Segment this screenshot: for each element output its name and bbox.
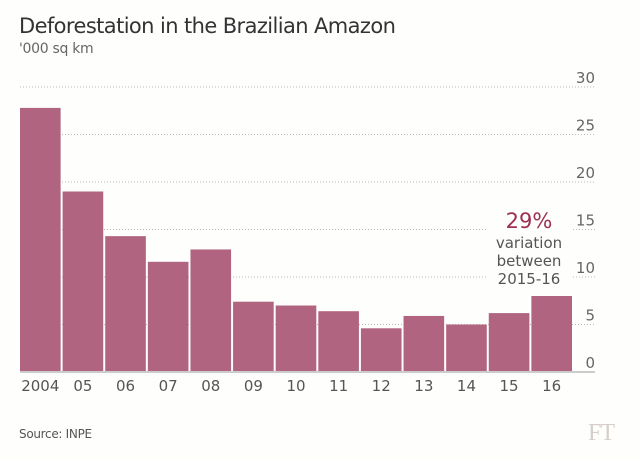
bar-06 (105, 236, 146, 372)
bar-05 (62, 191, 104, 372)
y-tick-label: 30 (576, 69, 595, 87)
x-tick-label: 05 (73, 377, 92, 395)
y-tick-label: 10 (576, 259, 595, 277)
bar-12 (360, 328, 402, 372)
source-note: Source: INPE (19, 427, 92, 441)
annotation-text: variation (496, 234, 562, 252)
annotation-value: 29% (506, 209, 553, 233)
x-tick-label: 11 (329, 377, 348, 395)
bar-08 (190, 249, 232, 372)
x-tick-label: 14 (457, 377, 476, 395)
y-tick-label: 25 (576, 117, 595, 135)
bar-09 (233, 301, 274, 372)
x-tick-label: 16 (542, 377, 561, 395)
y-tick-label: 15 (576, 212, 595, 230)
bar-10 (275, 305, 317, 372)
annotation-text: between (497, 252, 562, 270)
bar-16 (531, 296, 572, 372)
bar-11 (318, 311, 359, 372)
x-tick-label: 09 (244, 377, 263, 395)
bar-07 (147, 261, 189, 372)
x-tick-label: 15 (500, 377, 519, 395)
annotation-text: 2015-16 (498, 270, 561, 288)
ft-logo: FT (588, 420, 615, 446)
x-tick-label: 12 (372, 377, 391, 395)
y-tick-label: 20 (576, 164, 595, 182)
x-tick-label: 06 (116, 377, 135, 395)
chart-title: Deforestation in the Brazilian Amazon (19, 14, 396, 38)
x-tick-label: 13 (414, 377, 433, 395)
y-tick-label: 0 (585, 354, 595, 372)
bar-13 (403, 315, 445, 372)
bar-15 (488, 313, 530, 372)
x-tick-label: 2004 (21, 377, 59, 395)
bar-14 (446, 324, 487, 372)
chart-subtitle: '000 sq km (19, 41, 94, 57)
x-tick-label: 10 (286, 377, 305, 395)
x-tick-label: 08 (201, 377, 220, 395)
bar-2004 (20, 107, 61, 373)
x-tick-label: 07 (159, 377, 178, 395)
y-tick-label: 5 (585, 307, 595, 325)
